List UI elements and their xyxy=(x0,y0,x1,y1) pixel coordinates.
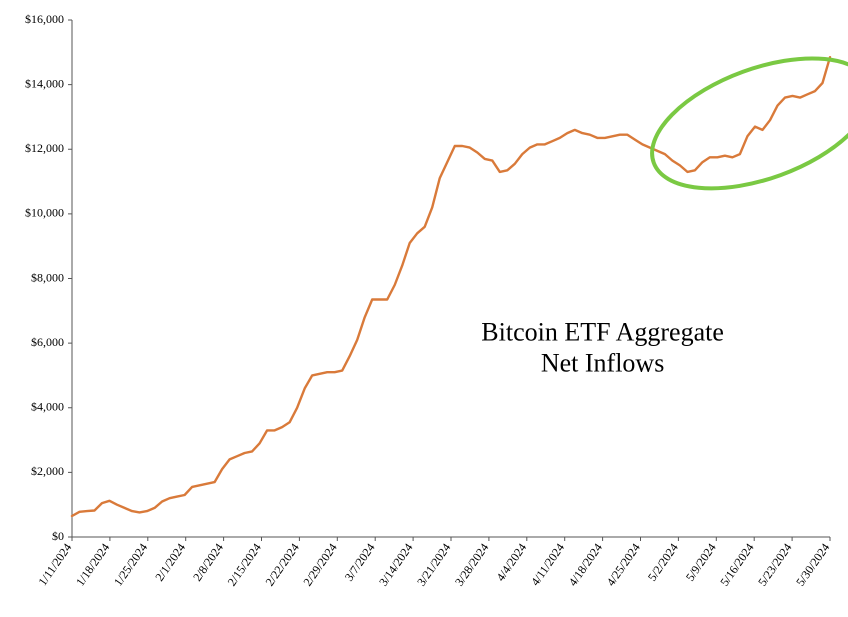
y-tick-label: $4,000 xyxy=(31,400,64,414)
y-tick-label: $12,000 xyxy=(25,141,64,155)
chart-title-line2: Net Inflows xyxy=(541,349,664,378)
chart-background xyxy=(0,0,848,617)
y-tick-label: $16,000 xyxy=(25,12,64,26)
y-tick-label: $14,000 xyxy=(25,76,64,90)
y-tick-label: $8,000 xyxy=(31,270,64,284)
chart-container: $0$2,000$4,000$6,000$8,000$10,000$12,000… xyxy=(0,0,848,617)
line-chart-svg: $0$2,000$4,000$6,000$8,000$10,000$12,000… xyxy=(0,0,848,617)
y-tick-label: $6,000 xyxy=(31,335,64,349)
chart-title-line1: Bitcoin ETF Aggregate xyxy=(481,318,724,347)
y-tick-label: $10,000 xyxy=(25,206,64,220)
y-tick-label: $2,000 xyxy=(31,464,64,478)
